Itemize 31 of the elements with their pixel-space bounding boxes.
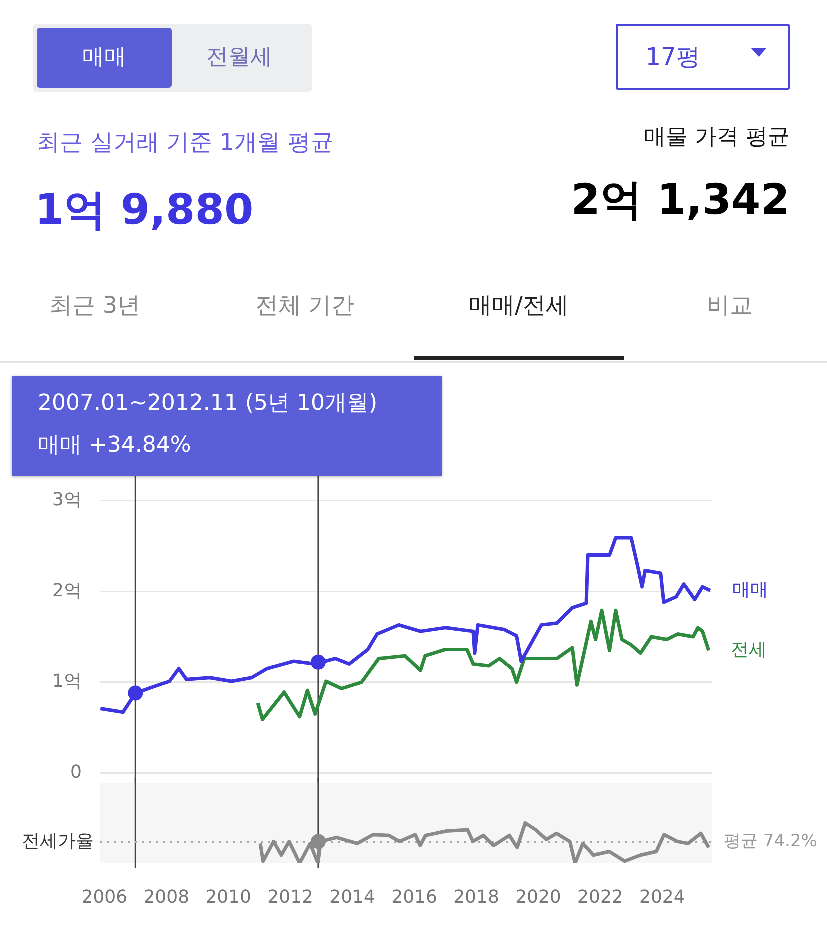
series-label: 매매 [732,579,768,600]
x-tick-label: 2022 [578,886,624,908]
text: 최근 실거래 기준 1개월 평균 [37,129,334,158]
y-axis-title: 전세가율 [22,830,94,852]
text: 1억 9,880 [35,184,254,236]
x-tick-label: 2006 [82,886,128,908]
text: 매매 +34.84% [38,432,192,460]
y-tick-label: 1억 [52,671,82,692]
text: 2억 1,342 [571,174,790,226]
x-tick-label: 2008 [144,886,190,908]
text: 매물 가격 평균 [644,124,790,152]
y-tick-label: 0 [70,762,82,783]
x-tick-label: 2018 [454,886,500,908]
text: 17평 [644,42,702,73]
y-tick-label: 3억 [52,489,82,510]
x-tick-label: 2010 [206,886,252,908]
series-label: 전세 [730,639,767,660]
text: 전체 기간 [254,292,356,321]
text: 최근 3년 [48,292,142,321]
ref-line-label: 평균 74.2% [724,832,818,852]
x-tick-label: 2014 [330,886,376,908]
text: 2007.01~2012.11 (5년 10개월) [38,390,378,418]
text: 비교 [706,292,754,321]
x-tick-label: 2012 [268,886,314,908]
text: 전월세 [206,44,274,72]
x-tick-label: 2016 [392,886,438,908]
x-tick-label: 2020 [516,886,562,908]
y-tick-label: 2억 [52,580,82,602]
x-tick-label: 2024 [640,886,686,908]
text: 매매/전세 [468,292,570,321]
text: 매매 [37,28,172,88]
